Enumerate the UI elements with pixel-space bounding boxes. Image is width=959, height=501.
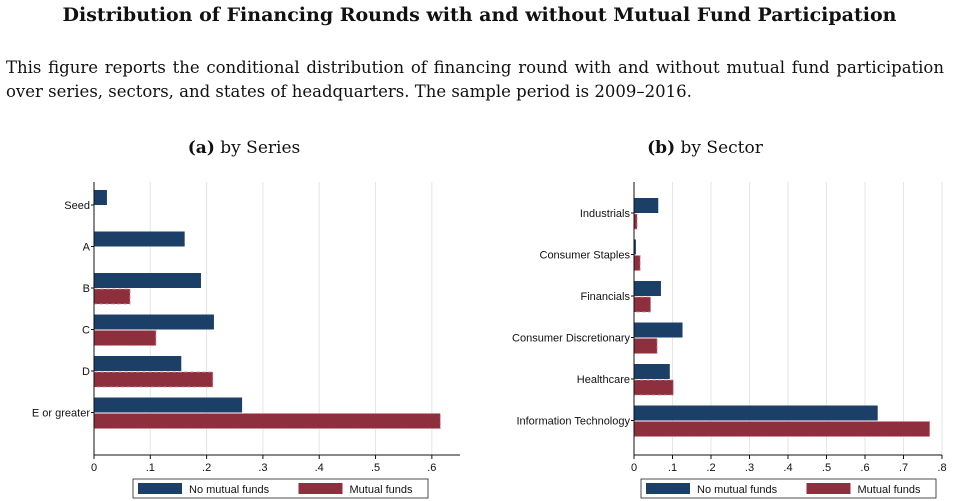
x-tick-label: .1 <box>146 462 155 474</box>
legend-swatch-no-mutual-funds <box>138 483 182 494</box>
category-label: Consumer Staples <box>540 250 631 262</box>
x-tick-label: .5 <box>371 462 380 474</box>
bar-mutual-funds <box>93 371 214 388</box>
category-label: Consumer Discretionary <box>512 333 630 345</box>
legend-label-mutual-funds: Mutual funds <box>858 484 921 496</box>
category-label: E or greater <box>32 408 90 420</box>
x-tick-label: .1 <box>668 462 677 474</box>
legend-box <box>640 478 937 499</box>
legend-swatch-mutual-funds <box>806 483 851 494</box>
panel-a-letter: (a) <box>187 138 215 158</box>
x-tick-label: .3 <box>258 462 267 474</box>
panel-b-label: by Sector <box>680 138 763 158</box>
bar-no-mutual-funds <box>634 198 659 213</box>
panel-a-title: (a) by Series <box>94 138 394 158</box>
bar-no-mutual-funds <box>634 364 670 379</box>
legend-swatch-mutual-funds <box>298 483 343 494</box>
bar-mutual-funds <box>633 421 931 437</box>
category-label: A <box>83 242 91 254</box>
bar-no-mutual-funds <box>94 273 201 288</box>
category-label: B <box>83 283 90 295</box>
bar-no-mutual-funds <box>634 405 878 421</box>
bar-no-mutual-funds <box>94 314 214 330</box>
legend-label-mutual-funds: Mutual funds <box>350 484 413 496</box>
bar-mutual-funds <box>93 330 157 346</box>
category-label: Healthcare <box>577 374 630 386</box>
legend-swatch-no-mutual-funds <box>646 483 690 494</box>
bar-no-mutual-funds <box>94 231 185 247</box>
category-label: Information Technology <box>516 416 630 428</box>
x-tick-label: .2 <box>202 462 211 474</box>
legend-label-no-mutual-funds: No mutual funds <box>697 484 778 496</box>
panel-b-title: (b) by Sector <box>555 138 855 158</box>
x-tick-label: .4 <box>315 462 324 474</box>
category-label: Financials <box>580 291 630 303</box>
bar-no-mutual-funds <box>94 397 243 413</box>
category-label: Seed <box>64 200 90 212</box>
category-label: Industrials <box>580 208 631 220</box>
figure-caption: This figure reports the conditional dist… <box>6 58 944 101</box>
bar-mutual-funds <box>93 288 131 305</box>
panel-b-letter: (b) <box>647 138 676 158</box>
panel-a-series-chart: Seed A B C D E or greater 0 .1 .2 .3 .4 .5 .6 No mutu… <box>32 182 460 499</box>
bar-no-mutual-funds <box>634 281 661 296</box>
bar-mutual-funds <box>633 296 651 313</box>
x-tick-label: .4 <box>783 462 792 474</box>
x-tick-label: .8 <box>937 462 946 474</box>
x-tick-label: .6 <box>860 462 869 474</box>
panel-b-sector-chart: Industrials Consumer Staples Financials Con… <box>512 182 947 499</box>
x-tick-label: 0 <box>91 462 97 474</box>
category-label: D <box>82 366 90 378</box>
legend-label-no-mutual-funds: No mutual funds <box>189 484 270 496</box>
category-label: C <box>82 325 90 337</box>
bar-mutual-funds <box>633 255 641 271</box>
x-tick-label: .2 <box>706 462 715 474</box>
x-tick-label: 0 <box>631 462 637 474</box>
x-tick-label: .3 <box>745 462 754 474</box>
x-tick-label: .5 <box>822 462 831 474</box>
bar-no-mutual-funds <box>634 239 636 255</box>
bar-no-mutual-funds <box>634 322 683 338</box>
panel-a-label: by Series <box>220 138 301 158</box>
x-tick-label: .7 <box>899 462 908 474</box>
figure-title: Distribution of Financing Rounds with an… <box>62 4 897 26</box>
bar-no-mutual-funds <box>94 356 182 371</box>
bar-mutual-funds <box>93 413 441 429</box>
legend-box <box>132 478 429 499</box>
bar-no-mutual-funds <box>94 190 107 205</box>
x-tick-label: .6 <box>427 462 436 474</box>
bar-mutual-funds <box>633 338 658 354</box>
bar-mutual-funds <box>633 213 638 230</box>
bar-mutual-funds <box>633 379 674 396</box>
